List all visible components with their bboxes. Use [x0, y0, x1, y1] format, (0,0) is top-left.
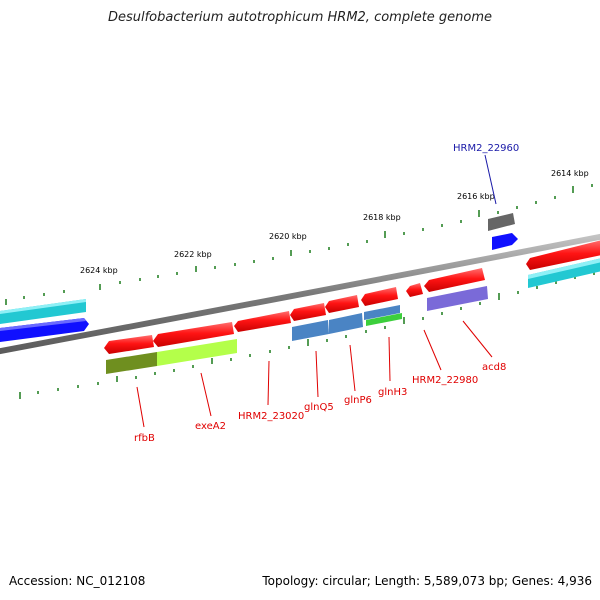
tick-label-2616: 2616 kbp — [457, 192, 495, 201]
map-title: Desulfobacterium autotrophicum HRM2, com… — [107, 10, 493, 25]
gene-rfbB — [104, 335, 154, 354]
accession-text: Accession: NC_012108 — [9, 574, 146, 588]
gene-arrow-right-1 — [526, 240, 600, 270]
gene-hrm2-23020 — [234, 311, 291, 332]
label-hrm2-23020: HRM2_23020 — [238, 411, 304, 422]
cog-bar-cyan-left — [0, 299, 86, 324]
label-acd8: acd8 — [482, 362, 506, 373]
cog-bar-exeA2 — [157, 339, 237, 366]
tick-label-2618: 2618 kbp — [363, 213, 401, 222]
gene-glnP6 — [325, 295, 359, 313]
cog-bar-glnQ5 — [292, 320, 329, 341]
label-rfbB: rfbB — [134, 433, 155, 444]
inner-tick-ring — [19, 268, 595, 399]
cog-bar-glnH3-green — [366, 313, 402, 326]
outer-tick-ring — [5, 184, 593, 305]
label-glnQ5: glnQ5 — [304, 402, 334, 413]
gene-arrow-blue-left — [0, 318, 89, 342]
gene-hrm2-22960-gray — [488, 213, 515, 231]
cog-bar-glnH3-steel — [364, 305, 400, 320]
label-glnH3: glnH3 — [378, 387, 407, 398]
gene-exeA2 — [153, 322, 234, 347]
gene-glnQ5 — [290, 303, 326, 321]
tick-label-2614: 2614 kbp — [551, 169, 589, 178]
cog-bar-rfbB — [106, 352, 157, 374]
gene-glnH3 — [361, 287, 398, 306]
label-exeA2: exeA2 — [195, 421, 226, 432]
label-glnP6: glnP6 — [344, 395, 372, 406]
label-hrm2-22980: HRM2_22980 — [412, 375, 478, 386]
gene-acd8 — [424, 268, 485, 292]
cog-bar-cyan-left-top — [0, 299, 86, 314]
label-leader-lines — [136, 154, 497, 428]
tick-label-2624: 2624 kbp — [80, 266, 118, 275]
cog-bar-cyan-right-top — [528, 258, 600, 279]
genome-summary-text: Topology: circular; Length: 5,589,073 bp… — [262, 574, 592, 588]
cog-bar-acd8 — [427, 286, 488, 311]
gene-hrm2-22960-blue — [492, 233, 518, 250]
gene-arrow-blue-left-top — [0, 318, 86, 331]
genome-backbone — [0, 233, 600, 355]
label-hrm2-22960: HRM2_22960 — [453, 143, 519, 154]
cog-bar-glnP6 — [329, 313, 363, 334]
gene-hrm2-22980 — [406, 283, 423, 297]
tick-label-2620: 2620 kbp — [269, 232, 307, 241]
tick-label-2622: 2622 kbp — [174, 250, 212, 259]
